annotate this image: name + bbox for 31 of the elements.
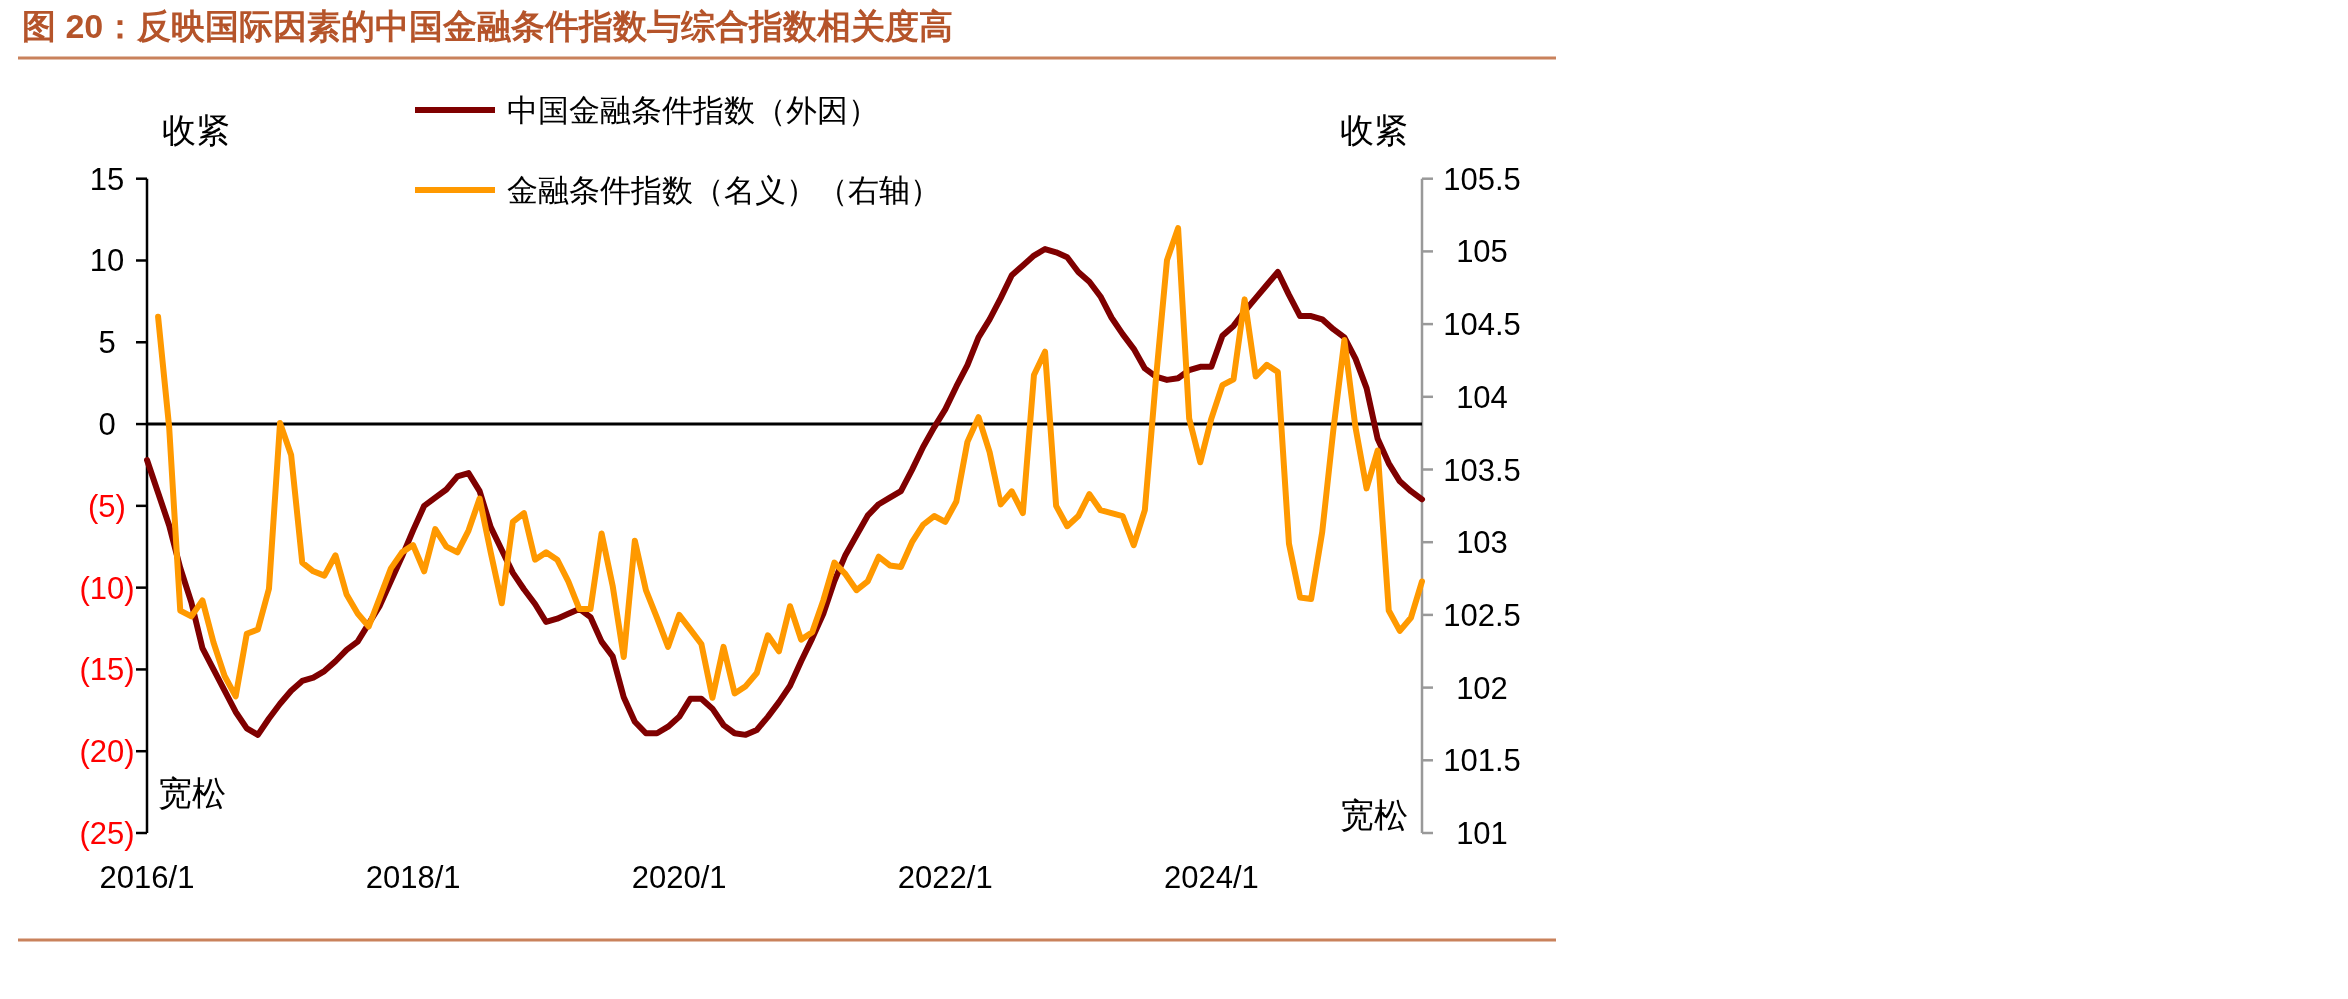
- y2-tick-label: 103: [1456, 525, 1508, 561]
- chart-title: 图 20：反映国际因素的中国金融条件指数与综合指数相关度高: [22, 7, 954, 45]
- y-tick-label: (25): [79, 816, 135, 851]
- y-tick-label: (15): [79, 652, 135, 688]
- x-tick-label: 2024/1: [1163, 860, 1259, 895]
- x-tick-label: 2016/1: [99, 860, 195, 895]
- text: 收紧: [1340, 112, 1408, 149]
- text: 收紧: [162, 112, 230, 149]
- x-tick-label: 2022/1: [897, 860, 993, 895]
- annotation: 宽松: [1340, 797, 1408, 834]
- y2-tick-label: 101: [1456, 816, 1508, 851]
- y-tick-label: 10: [89, 243, 125, 279]
- y2-tick-label: 103.5: [1443, 452, 1521, 488]
- y2-tick-label: 102.5: [1443, 597, 1521, 633]
- y-tick-label: (10): [79, 570, 135, 606]
- y2-tick-label: 105.5: [1443, 161, 1521, 197]
- y2-tick-label: 105: [1456, 234, 1508, 270]
- annotation: 宽松: [158, 775, 226, 812]
- y-tick-label: 5: [98, 325, 116, 361]
- x-tick-label: 2020/1: [631, 860, 727, 895]
- y2-tick-label: 104.5: [1443, 307, 1521, 343]
- legend-label: 中国金融条件指数（外因）: [507, 93, 879, 128]
- y2-tick-label: 101.5: [1443, 743, 1521, 779]
- y-tick-label: 0: [98, 407, 116, 443]
- y2-tick-label: 102: [1456, 670, 1508, 706]
- legend-label: 金融条件指数（名义）（右轴）: [507, 173, 941, 208]
- y-tick-label: (5): [88, 488, 126, 524]
- y2-tick-label: 104: [1456, 379, 1508, 415]
- y-tick-label: 15: [89, 161, 125, 197]
- x-tick-label: 2018/1: [365, 860, 461, 895]
- y-tick-label: (20): [79, 734, 135, 770]
